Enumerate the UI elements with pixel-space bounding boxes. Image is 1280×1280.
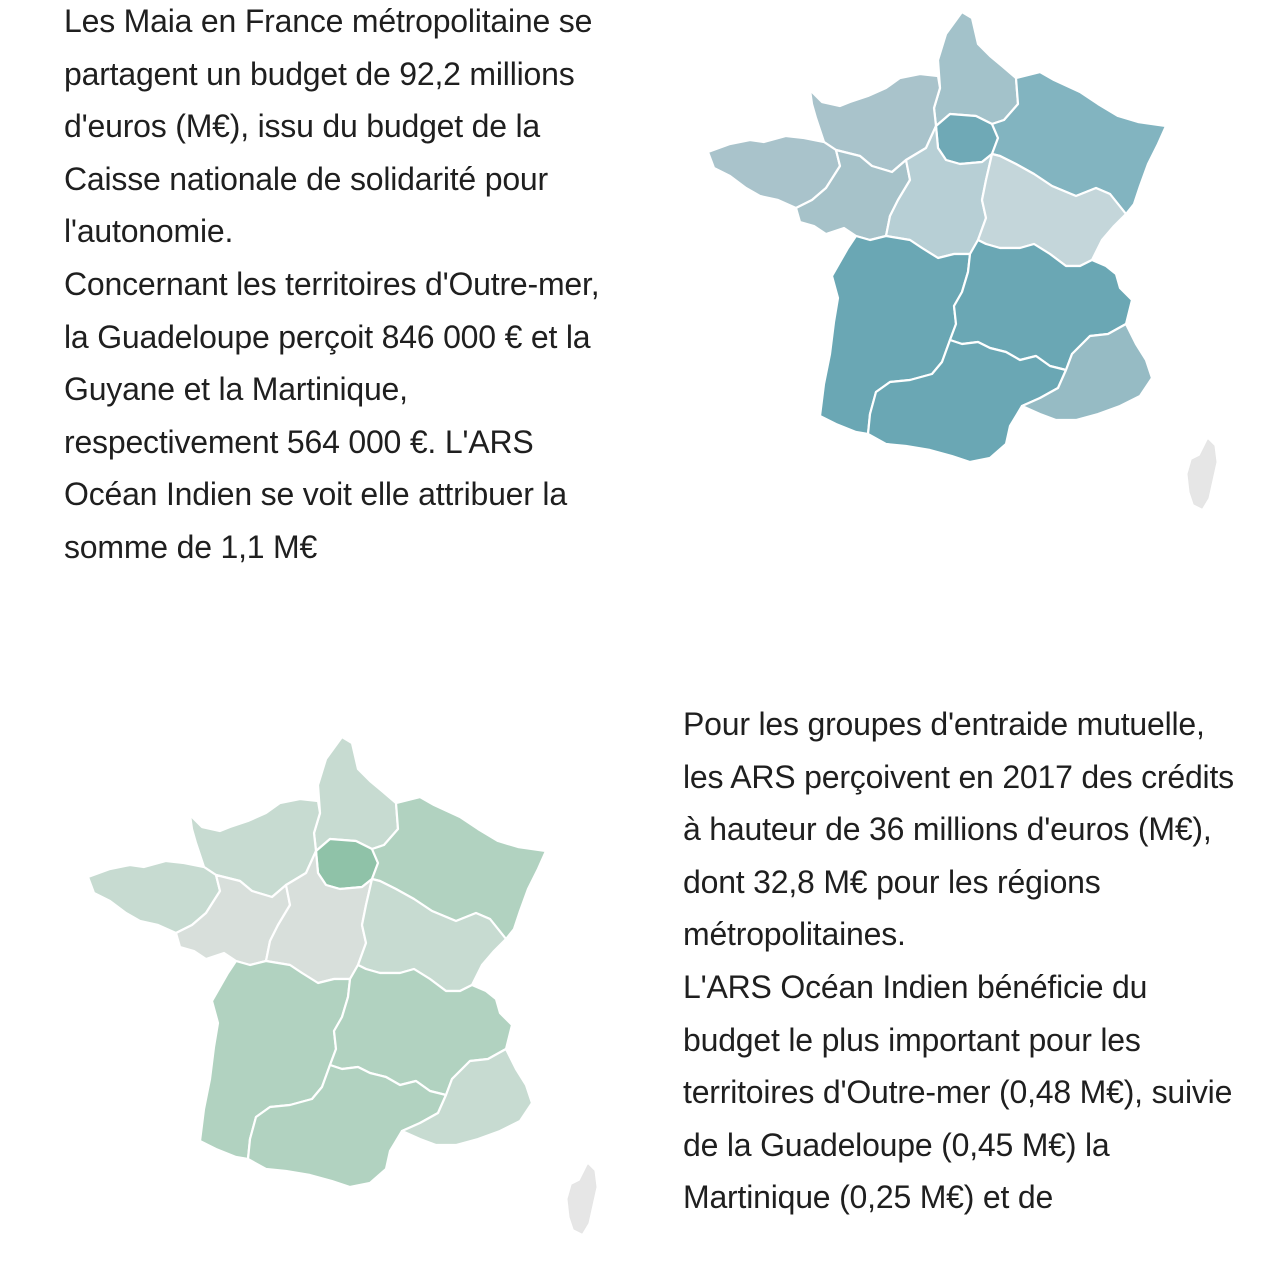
map-region-provence-alpes-cote-dazur[interactable] — [1020, 322, 1154, 422]
gem-text: Pour les groupes d'entraide mutuelle, le… — [683, 698, 1243, 1224]
map-region-provence-alpes-cote-dazur[interactable] — [400, 1047, 534, 1147]
map-region-hauts-de-france[interactable] — [932, 10, 1020, 128]
maia-france-map — [700, 4, 1230, 524]
map-region-occitanie[interactable] — [246, 1063, 448, 1189]
maia-france-map-svg — [706, 10, 1217, 509]
map-region-corse[interactable] — [567, 1164, 597, 1234]
maia-paragraph-budget: Les Maia en France métropolitaine se par… — [64, 3, 593, 250]
gem-paragraph-budget: Pour les groupes d'entraide mutuelle, le… — [683, 706, 1234, 953]
map-region-occitanie[interactable] — [866, 338, 1068, 464]
gem-paragraph-outremer: L'ARS Océan Indien bénéficie du budget l… — [683, 968, 1233, 1216]
gem-france-map — [80, 704, 610, 1274]
map-region-hauts-de-france[interactable] — [312, 735, 400, 853]
gem-section: Pour les groupes d'entraide mutuelle, le… — [0, 650, 1280, 1280]
map-region-corse[interactable] — [1187, 439, 1217, 509]
maia-paragraph-outremer: Concernant les territoires d'Outre-mer, … — [64, 265, 600, 565]
maia-text: Les Maia en France métropolitaine se par… — [64, 0, 624, 574]
maia-section: Les Maia en France métropolitaine se par… — [64, 0, 1230, 574]
gem-france-map-svg — [86, 735, 597, 1234]
